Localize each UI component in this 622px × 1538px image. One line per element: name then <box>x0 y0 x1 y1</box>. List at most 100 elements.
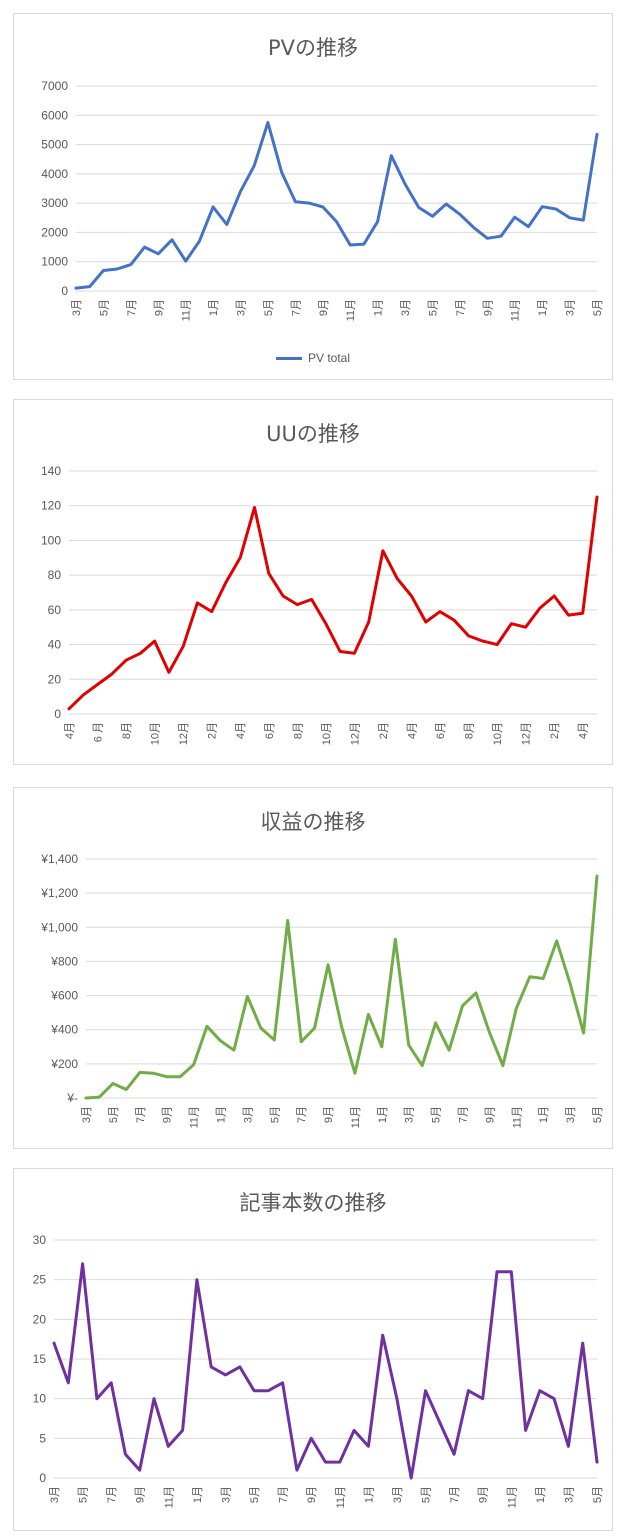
x-tick-label: 11月 <box>335 1486 347 1508</box>
x-tick-label: 1月 <box>373 299 385 316</box>
x-tick-label: 1月 <box>208 299 220 316</box>
x-tick-label: 1月 <box>377 1106 389 1123</box>
y-tick-label: 15 <box>33 1352 47 1366</box>
x-tick-label: 1月 <box>192 1486 204 1503</box>
y-tick-label: ¥200 <box>50 1057 78 1071</box>
x-tick-label: 8月 <box>292 722 304 739</box>
series-line <box>52 1262 599 1480</box>
x-tick-label: 3月 <box>563 1486 575 1503</box>
revenue-chart-title: 収益の推移 <box>260 810 366 834</box>
x-tick-label: 9月 <box>484 1106 496 1123</box>
x-tick-label: 1月 <box>216 1106 228 1123</box>
x-tick-label: 3月 <box>392 1486 404 1503</box>
x-tick-label: 5月 <box>78 1486 90 1503</box>
x-tick-label: 3月 <box>236 299 248 316</box>
x-tick-label: 8月 <box>121 722 133 739</box>
pv-chart-panel: PVの推移 0 1000 2000 3000 4000 5000 6000 7000 3月 5月 7… <box>13 13 613 380</box>
x-tick-label: 3月 <box>81 1106 93 1123</box>
x-tick-label: 5月 <box>431 1106 443 1123</box>
y-tick-label: 5 <box>39 1431 46 1445</box>
x-tick-label: 7月 <box>455 299 467 316</box>
x-tick-label: 4月 <box>64 722 76 739</box>
y-tick-label: 20 <box>33 1312 47 1326</box>
y-tick-label: 60 <box>48 603 62 617</box>
x-tick-label: 5月 <box>592 1486 604 1503</box>
x-tick-label: 12月 <box>521 722 533 745</box>
revenue-chart-panel: 収益の推移 ¥- ¥200 ¥400 ¥600 ¥800 ¥1,000 ¥1,200 ¥1,4… <box>13 787 613 1149</box>
x-tick-label: 5月 <box>269 1106 281 1123</box>
y-tick-label: 30 <box>33 1233 47 1247</box>
x-tick-label: 11月 <box>350 1106 362 1128</box>
y-tick-label: 2000 <box>41 225 68 239</box>
x-tick-label: 1月 <box>535 1486 547 1503</box>
x-tick-label: 11月 <box>511 1106 523 1128</box>
x-tick-label: 10月 <box>492 722 504 745</box>
x-tick-label: 9月 <box>135 1486 147 1503</box>
x-tick-label: 5月 <box>263 299 275 316</box>
revenue-chart-plot: ¥- ¥200 ¥400 ¥600 ¥800 ¥1,000 ¥1,200 ¥1,400 3月 5月… <box>40 852 604 1128</box>
x-tick-label: 5月 <box>592 299 604 316</box>
y-tick-label: 1000 <box>41 255 68 269</box>
x-tick-label: 7月 <box>296 1106 308 1123</box>
y-tick-label: 120 <box>41 499 61 513</box>
y-tick-label: 100 <box>41 533 61 547</box>
x-tick-label: 4月 <box>578 722 590 739</box>
y-tick-label: ¥400 <box>50 1023 78 1037</box>
y-tick-label: 40 <box>48 638 62 652</box>
y-tick-label: 25 <box>33 1273 47 1287</box>
x-tick-label: 9月 <box>153 299 165 316</box>
x-tick-label: 9月 <box>323 1106 335 1123</box>
y-tick-label: ¥600 <box>50 989 78 1003</box>
x-tick-label: 3月 <box>404 1106 416 1123</box>
x-tick-label: 12月 <box>178 722 190 745</box>
x-tick-label: 6月 <box>264 722 276 739</box>
y-tick-label: ¥1,400 <box>40 852 78 866</box>
uu-chart-title: UUの推移 <box>266 422 360 446</box>
y-tick-label: 10 <box>33 1392 47 1406</box>
y-tick-label: 4000 <box>41 167 68 181</box>
y-tick-label: 7000 <box>41 79 68 93</box>
x-tick-label: 4月 <box>407 722 419 739</box>
x-tick-label: 9月 <box>318 299 330 316</box>
x-tick-label: 11月 <box>163 1486 175 1508</box>
y-tick-label: 0 <box>54 707 61 721</box>
x-tick-label: 2月 <box>549 722 561 739</box>
x-tick-label: 11月 <box>510 299 522 321</box>
y-tick-label: ¥1,200 <box>40 886 78 900</box>
pv-chart-title: PVの推移 <box>267 36 359 60</box>
articles-chart-title: 記事本数の推移 <box>239 1191 387 1215</box>
pv-chart-plot: 0 1000 2000 3000 4000 5000 6000 7000 3月 5月 7月 9月 11月… <box>41 79 604 321</box>
y-tick-label: 5000 <box>41 138 68 152</box>
y-tick-label: ¥- <box>66 1091 78 1105</box>
x-tick-label: 5月 <box>428 299 440 316</box>
x-tick-label: 9月 <box>482 299 494 316</box>
y-tick-label: 0 <box>39 1471 46 1485</box>
x-tick-label: 7月 <box>458 1106 470 1123</box>
articles-chart-panel: 記事本数の推移 0 5 10 15 20 25 30 3月 5月 7月 9月 11月 1月 3月 5月 7月 9… <box>13 1168 613 1531</box>
x-tick-label: 7月 <box>126 299 138 316</box>
x-tick-label: 5月 <box>421 1486 433 1503</box>
series-line <box>84 874 599 1100</box>
x-tick-label: 7月 <box>106 1486 118 1503</box>
x-tick-label: 9月 <box>306 1486 318 1503</box>
x-tick-label: 12月 <box>349 722 361 745</box>
x-tick-label: 3月 <box>400 299 412 316</box>
y-tick-label: 140 <box>41 464 61 478</box>
y-tick-label: 0 <box>61 284 68 298</box>
x-tick-label: 4月 <box>235 722 247 739</box>
x-tick-label: 1月 <box>537 299 549 316</box>
x-tick-label: 11月 <box>181 299 193 321</box>
pv-chart-legend: PV total <box>14 351 612 365</box>
x-tick-label: 3月 <box>221 1486 233 1503</box>
x-tick-label: 3月 <box>565 1106 577 1123</box>
series-line <box>74 121 599 290</box>
x-tick-label: 1月 <box>538 1106 550 1123</box>
uu-chart-panel: UUの推移 0 20 40 60 80 100 120 140 4月 6 月 8月 10月 12月 2月 4… <box>13 399 613 765</box>
y-tick-label: 80 <box>48 568 62 582</box>
x-tick-label: 11月 <box>189 1106 201 1128</box>
x-tick-label: 7月 <box>290 299 302 316</box>
uu-chart-plot: 0 20 40 60 80 100 120 140 4月 6 月 8月 10月 12月 2月 4月 6月 8月 1… <box>41 464 599 745</box>
x-tick-label: 5月 <box>249 1486 261 1503</box>
x-tick-label: 11月 <box>506 1486 518 1508</box>
articles-chart-plot: 0 5 10 15 20 25 30 3月 5月 7月 9月 11月 1月 3月 5月 7月 9月 11月 1月 3月… <box>33 1233 604 1508</box>
